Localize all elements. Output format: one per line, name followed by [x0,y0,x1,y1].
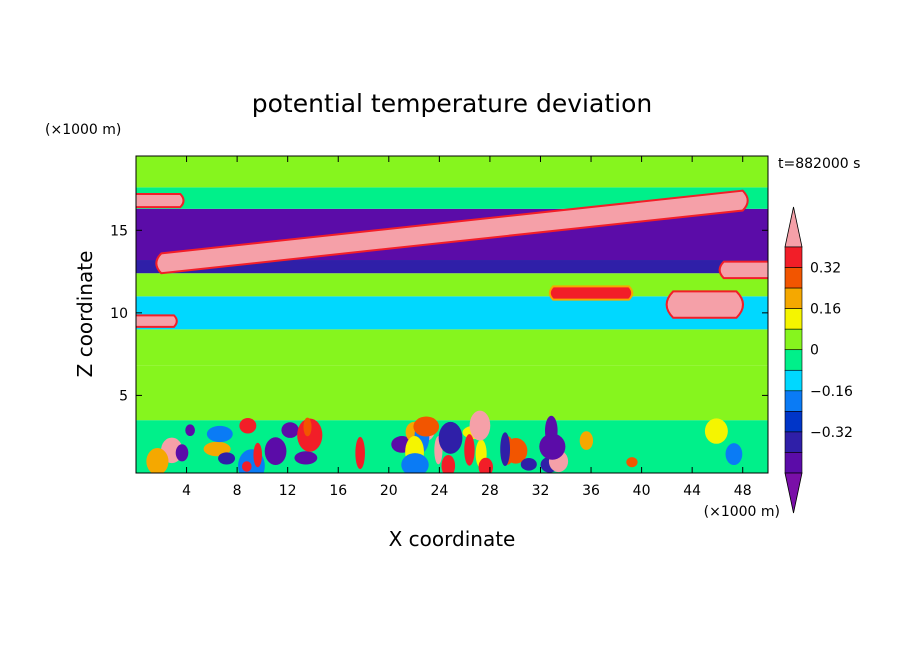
turbulence-cell [441,454,456,473]
plot-frame [135,155,769,474]
turbulence-cell [704,418,728,444]
colorbar-tick-label: 0.32 [810,261,841,277]
x-axis-title: X coordinate [389,527,516,551]
colorbar-tick-label: 0 [810,343,819,359]
x-axis-ticks: 4 8 12 16 20 24 28 32 36 40 44 48 [182,156,752,499]
plot-area [136,156,768,473]
band-7 [136,187,768,209]
x-tick-label: 36 [582,483,600,499]
warm-layer-main [155,189,749,275]
colorbar-segment [784,287,803,309]
x-tick-label: 12 [279,483,297,499]
warm-blob-left [136,314,178,328]
turbulence-cell [294,451,318,465]
x-tick-label: 40 [633,483,651,499]
band-5 [136,260,768,274]
turbulence-cell [203,441,231,457]
y-tick-label: 5 [119,388,128,404]
x-tick-label: 32 [532,483,550,499]
colorbar: 0.32 0.16 0 −0.16 −0.32 [784,206,853,514]
colorbar-segment [784,267,803,289]
turbulence-cell [264,437,287,465]
turbulence-cell [725,443,743,466]
x-tick-label: 24 [430,483,448,499]
band-1 [136,365,768,421]
x-tick-label: 28 [481,483,499,499]
turbulence-cell [303,417,312,437]
x-unit-label: (×1000 m) [704,504,780,520]
band-2 [136,329,768,366]
turbulence-cell [355,436,365,470]
turbulence-cell [438,421,463,454]
colorbar-extend-low [784,472,803,514]
turbulence-cell [401,453,429,473]
colorbar-tick-label: −0.16 [810,384,853,400]
time-label: t=882000 s [778,156,860,172]
turbulence-cell [281,422,299,438]
chart-title: potential temperature deviation [252,89,652,118]
band-3 [136,296,768,330]
y-tick-label: 15 [110,223,128,239]
texture-layer [146,410,743,473]
turbulence-cell [504,437,528,464]
turbulence-cell [413,416,440,437]
colorbar-tick-label: −0.32 [810,425,853,441]
turbulence-cell [146,448,169,473]
turbulence-cell [464,434,475,466]
x-tick-label: 16 [329,483,347,499]
x-tick-label: 48 [734,483,752,499]
warm-blob-36 [548,285,634,301]
turbulence-cell [520,458,537,471]
y-axis-title: Z coordinate [73,251,97,378]
feature-layer [136,189,768,328]
colorbar-segment [784,431,803,453]
turbulence-cell [626,457,638,468]
colorbar-segment [784,411,803,433]
colorbar-tick-label: 0.16 [810,302,841,318]
x-tick-label: 20 [380,483,398,499]
colorbar-segment [784,308,803,330]
colorbar-extend-high [784,206,803,248]
turbulence-cell [500,432,511,466]
warm-layer-upper-left [136,192,185,209]
colorbar-segment [784,328,803,351]
turbulence-cell [253,442,263,468]
x-tick-label: 44 [683,483,701,499]
turbulence-cell [579,431,594,450]
turbulence-cell [175,444,189,462]
y-unit-label: (×1000 m) [45,122,121,138]
turbulence-cell [185,424,195,437]
x-tick-label: 4 [182,483,191,499]
turbulence-cell [239,417,257,434]
colorbar-segment [784,349,803,371]
turbulence-cell [478,457,494,473]
turbulence-cell [469,410,491,441]
turbulence-cell [539,433,566,460]
turbulence-cell [241,461,252,472]
colorbar-segment [784,390,803,412]
turbulence-cell [206,425,233,443]
y-tick-label: 10 [110,306,128,322]
warm-blob-44 [665,290,744,319]
colorbar-segment [784,452,803,474]
colorbar-segment [784,369,803,392]
y-axis-ticks: 5 10 15 [110,223,768,404]
colorbar-segment [784,246,803,268]
x-tick-label: 8 [233,483,242,499]
turbulence-cell [218,452,236,465]
band-8 [136,156,768,188]
warm-blob-48 [718,260,768,280]
